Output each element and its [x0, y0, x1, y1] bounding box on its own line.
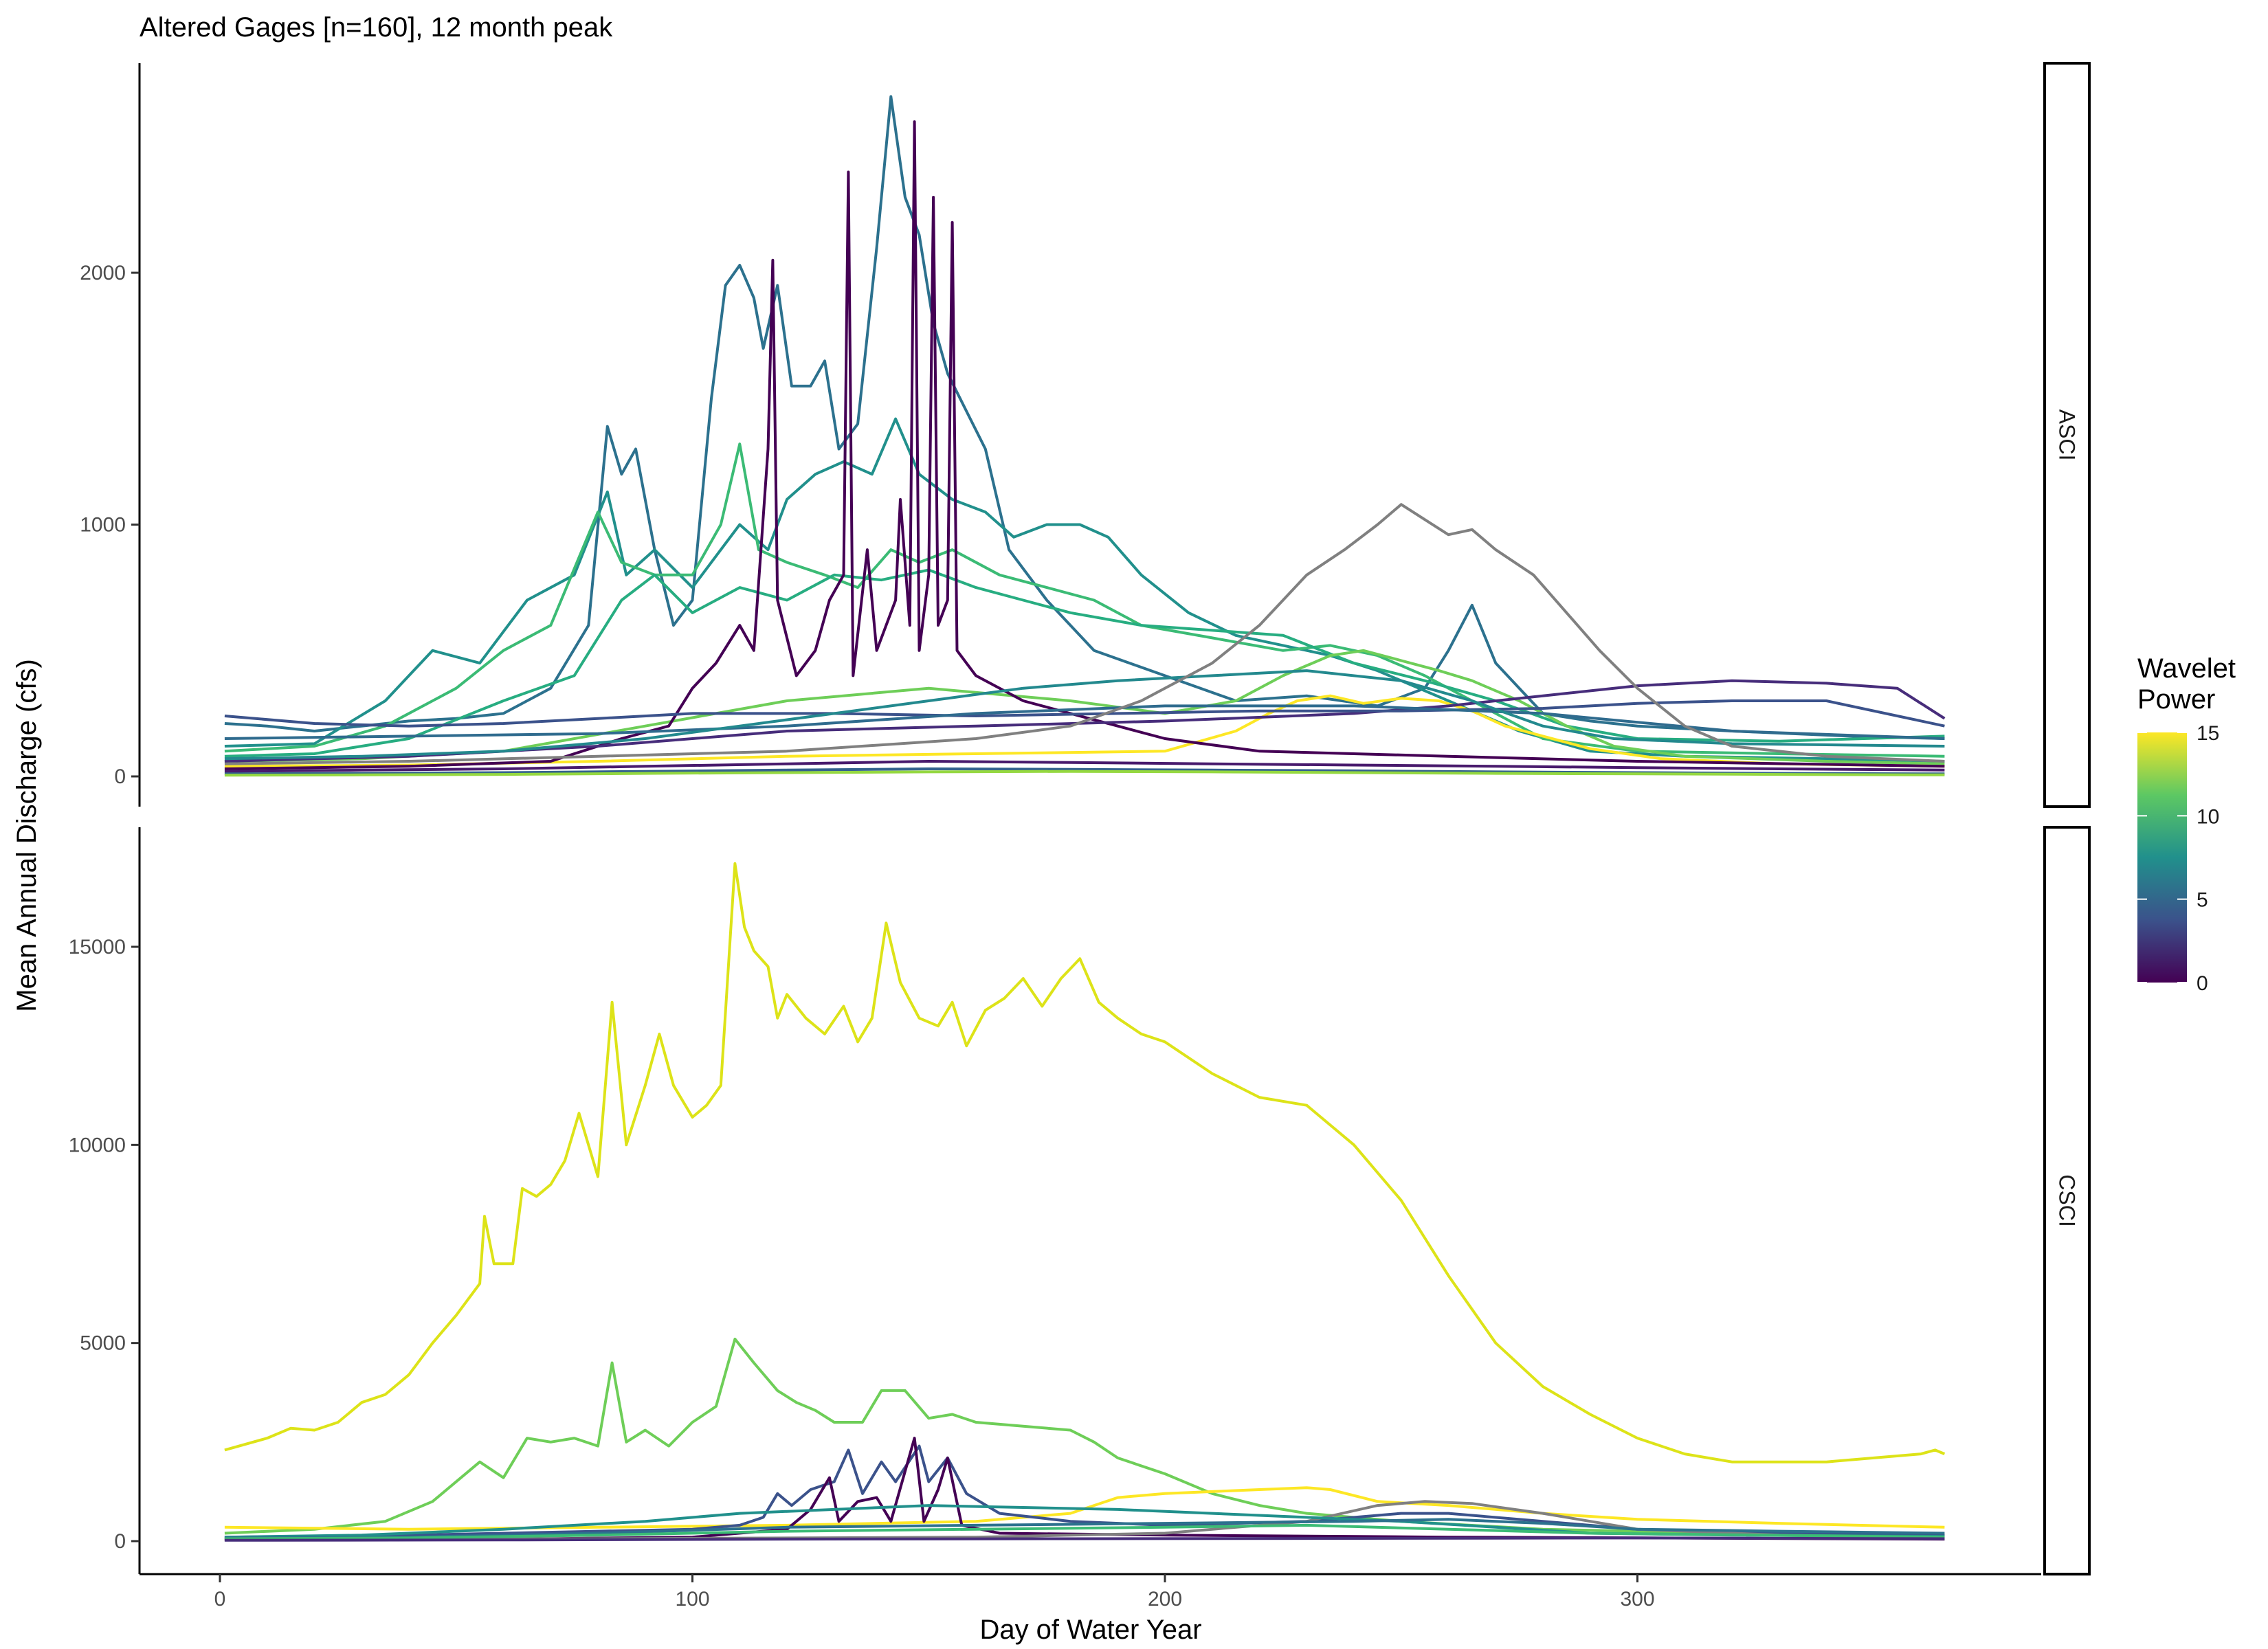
legend-title-line-2: Power	[2137, 684, 2215, 715]
facet-strip	[2043, 826, 2091, 1575]
series-line-asci-2	[224, 442, 1945, 758]
x-axis: 0 100 200 300	[140, 1573, 2041, 1611]
series-line-asci-6	[224, 120, 1945, 770]
color-legend: Wavelet Power 0 5 10 15	[2137, 653, 2236, 995]
y-axis-title: Mean Annual Discharge (cfs)	[12, 659, 42, 1012]
y-tick-label: 0	[114, 765, 126, 788]
x-tick-label: 0	[214, 1588, 226, 1611]
series-line-csci-7	[224, 1518, 1945, 1540]
colorbar-tick-label: 15	[2197, 722, 2219, 745]
panels: 0 1000 2000 ASCI 0 5000 10000 15000 CSCI 0 100 200 3…	[69, 62, 2091, 1611]
colorbar-tick-label: 0	[2197, 972, 2208, 995]
colorbar-tick-label: 10	[2197, 805, 2219, 828]
y-tick-label: 5000	[80, 1332, 126, 1355]
series-line-asci-10	[224, 669, 1945, 761]
chart-title: Altered Gages [n=160], 12 month peak	[140, 12, 613, 43]
x-axis-title: Day of Water Year	[979, 1615, 1201, 1645]
series-line-csci-1	[224, 1337, 1945, 1537]
facet-strip	[2043, 62, 2091, 808]
facet-strip-label: CSCI	[2055, 1174, 2080, 1226]
x-tick-label: 300	[1620, 1588, 1654, 1611]
series-group	[224, 862, 1946, 1542]
series-line-csci-4	[224, 1437, 1945, 1542]
legend-title-line-1: Wavelet	[2137, 653, 2236, 684]
series-line-csci-8	[224, 1523, 1945, 1540]
series-line-asci-8	[224, 699, 1945, 728]
series-line-asci-4	[224, 649, 1945, 765]
series-line-asci-9	[224, 704, 1945, 740]
series-line-asci-3	[224, 568, 1945, 758]
colorbar	[2137, 732, 2187, 983]
y-tick-label: 2000	[80, 262, 126, 284]
series-group	[224, 95, 1946, 777]
series-line-csci-9	[224, 1536, 1945, 1542]
x-tick-label: 100	[675, 1588, 709, 1611]
series-line-asci-11	[224, 503, 1945, 765]
series-line-csci-0	[224, 862, 1946, 1463]
series-line-csci-6	[224, 1504, 1945, 1539]
y-tick-label: 10000	[69, 1134, 126, 1156]
y-tick-label: 1000	[80, 514, 126, 537]
y-tick-label: 0	[114, 1530, 126, 1553]
colorbar-tick-label: 5	[2197, 889, 2208, 912]
y-tick-label: 15000	[69, 936, 126, 958]
series-line-asci-5	[224, 694, 1945, 768]
panel-csci: 0 5000 10000 15000 CSCI	[69, 826, 2091, 1575]
series-line-asci-0	[224, 95, 1945, 740]
series-line-asci-12	[224, 760, 1945, 773]
series-line-asci-14	[224, 770, 1945, 777]
series-line-csci-2	[224, 1486, 1945, 1531]
facet-strip-label: ASCI	[2055, 410, 2080, 461]
colorbar-ticks: 0 5 10 15	[2137, 722, 2219, 995]
x-tick-label: 200	[1148, 1588, 1182, 1611]
panel-asci: 0 1000 2000 ASCI	[80, 62, 2091, 808]
